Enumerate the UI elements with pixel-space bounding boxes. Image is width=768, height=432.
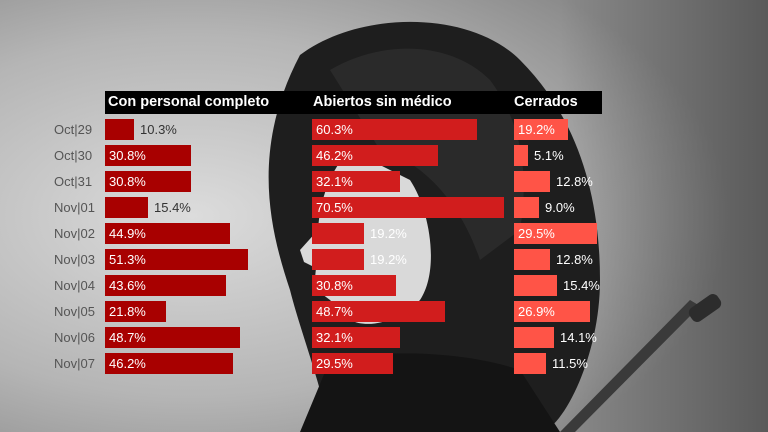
bar-series-0 bbox=[105, 327, 240, 348]
header-abiertos-sin-medico: Abiertos sin médico bbox=[313, 94, 452, 110]
bar-series-1 bbox=[312, 327, 400, 348]
bar-series-2 bbox=[514, 249, 550, 270]
header-cerrados: Cerrados bbox=[514, 94, 578, 110]
bar-series-0 bbox=[105, 223, 230, 244]
data-label: 26.9% bbox=[518, 304, 555, 319]
category-label: Oct|30 bbox=[54, 148, 93, 163]
data-label: 43.6% bbox=[109, 278, 146, 293]
data-label: 46.2% bbox=[316, 148, 353, 163]
data-label: 46.2% bbox=[109, 356, 146, 371]
category-label: Nov|07 bbox=[54, 356, 95, 371]
bar-series-0 bbox=[105, 301, 166, 322]
data-label: 29.5% bbox=[316, 356, 353, 371]
bar-series-2 bbox=[514, 327, 554, 348]
bar-series-2 bbox=[514, 275, 557, 296]
bar-series-0 bbox=[105, 353, 233, 374]
bar-series-1 bbox=[312, 223, 364, 244]
bar-series-0 bbox=[105, 119, 134, 140]
bar-series-0 bbox=[105, 197, 148, 218]
data-label: 51.3% bbox=[109, 252, 146, 267]
category-label: Nov|03 bbox=[54, 252, 95, 267]
data-label: 30.8% bbox=[109, 174, 146, 189]
bar-series-1 bbox=[312, 353, 393, 374]
bar-series-2 bbox=[514, 223, 597, 244]
bar-series-1 bbox=[312, 145, 438, 166]
data-label: 15.4% bbox=[154, 200, 191, 215]
data-label: 15.4% bbox=[563, 278, 600, 293]
data-label: 19.2% bbox=[370, 226, 407, 241]
bar-series-2 bbox=[514, 171, 550, 192]
data-label: 12.8% bbox=[556, 174, 593, 189]
bar-series-1 bbox=[312, 119, 477, 140]
data-label: 21.8% bbox=[109, 304, 146, 319]
data-label: 11.5% bbox=[552, 356, 588, 371]
data-label: 32.1% bbox=[316, 330, 353, 345]
bar-series-1 bbox=[312, 275, 396, 296]
data-label: 19.2% bbox=[370, 252, 407, 267]
data-label: 32.1% bbox=[316, 174, 353, 189]
data-label: 60.3% bbox=[316, 122, 353, 137]
data-label: 70.5% bbox=[316, 200, 353, 215]
category-label: Nov|05 bbox=[54, 304, 95, 319]
bar-series-0 bbox=[105, 275, 226, 296]
data-label: 9.0% bbox=[545, 200, 575, 215]
bar-series-2 bbox=[514, 197, 539, 218]
bar-series-1 bbox=[312, 197, 504, 218]
data-label: 30.8% bbox=[109, 148, 146, 163]
data-label: 5.1% bbox=[534, 148, 564, 163]
data-label: 19.2% bbox=[518, 122, 555, 137]
data-label: 29.5% bbox=[518, 226, 555, 241]
category-label: Oct|29 bbox=[54, 122, 93, 137]
bar-series-0 bbox=[105, 145, 191, 166]
bar-series-1 bbox=[312, 249, 364, 270]
bar-series-0 bbox=[105, 171, 191, 192]
bar-series-2 bbox=[514, 301, 590, 322]
bar-series-2 bbox=[514, 353, 546, 374]
data-label: 10.3% bbox=[140, 122, 177, 137]
bar-series-2 bbox=[514, 145, 528, 166]
header-bar bbox=[105, 91, 602, 114]
data-label: 48.7% bbox=[109, 330, 146, 345]
bar-series-1 bbox=[312, 171, 400, 192]
category-label: Nov|01 bbox=[54, 200, 95, 215]
category-label: Nov|04 bbox=[54, 278, 95, 293]
header-con-personal-completo: Con personal completo bbox=[108, 94, 270, 110]
category-label: Nov|06 bbox=[54, 330, 95, 345]
data-label: 44.9% bbox=[109, 226, 146, 241]
bar-series-1 bbox=[312, 301, 445, 322]
data-label: 48.7% bbox=[316, 304, 353, 319]
bar-series-2 bbox=[514, 119, 568, 140]
bar-series-0 bbox=[105, 249, 248, 270]
data-label: 30.8% bbox=[316, 278, 353, 293]
data-label: 12.8% bbox=[556, 252, 593, 267]
category-label: Oct|31 bbox=[54, 174, 93, 189]
category-label: Nov|02 bbox=[54, 226, 95, 241]
data-label: 14.1% bbox=[560, 330, 597, 345]
